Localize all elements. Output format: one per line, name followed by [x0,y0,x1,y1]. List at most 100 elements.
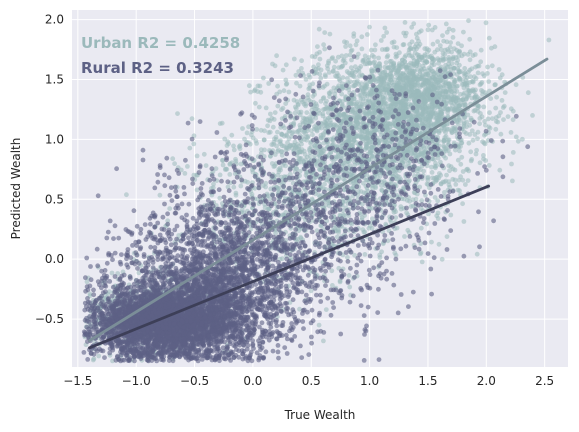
scatter-point [431,42,436,47]
scatter-point [429,240,434,245]
scatter-point [386,128,391,133]
scatter-point [388,122,393,127]
scatter-point [317,323,322,328]
scatter-point [89,277,94,282]
scatter-point [462,66,467,71]
scatter-point [445,108,450,113]
scatter-point [238,184,243,189]
scatter-point [466,18,471,23]
scatter-point [448,88,453,93]
scatter-point [383,100,388,105]
scatter-point [249,133,254,138]
scatter-point [419,226,424,231]
scatter-point [248,142,253,147]
scatter-point [350,110,355,115]
scatter-point [365,84,370,89]
scatter-point [451,35,456,40]
scatter-point [287,144,292,149]
scatter-point [516,139,521,144]
scatter-point [373,185,378,190]
scatter-point [467,132,472,137]
scatter-point [445,30,450,35]
scatter-point [328,151,333,156]
scatter-point [231,185,236,190]
scatter-point [434,164,439,169]
scatter-point [322,47,327,52]
scatter-point [366,98,371,103]
scatter-point [355,39,360,44]
scatter-point [293,111,298,116]
scatter-point [307,98,312,103]
scatter-point [453,182,458,187]
scatter-point [447,82,452,87]
scatter-point [407,178,412,183]
scatter-point [315,128,320,133]
scatter-point [275,104,280,109]
scatter-point [476,71,481,76]
scatter-point [478,59,483,64]
scatter-point [185,164,190,169]
scatter-point [423,73,428,78]
scatter-point [322,123,327,128]
scatter-point [471,138,476,143]
scatter-point [275,149,280,154]
scatter-point [229,133,234,138]
scatter-point [332,65,337,70]
scatter-point [430,170,435,175]
scatter-point [520,137,525,142]
scatter-point [304,77,309,82]
scatter-point [269,142,274,147]
scatter-point [466,93,471,98]
scatter-point [195,154,200,159]
scatter-point [481,105,486,110]
scatter-point [325,82,330,87]
scatter-point [304,138,309,143]
scatter-point [469,159,474,164]
scatter-point [396,78,401,83]
scatter-point [472,95,477,100]
scatter-point [478,160,483,165]
scatter-point [345,69,350,74]
scatter-point [276,343,281,348]
scatter-point [271,125,276,130]
scatter-point [392,251,397,256]
scatter-point [430,107,435,112]
scatter-point [380,47,385,52]
scatter-point [458,162,463,167]
scatter-point [378,255,383,260]
scatter-point [501,117,506,122]
scatter-point [298,84,303,89]
scatter-point [397,50,402,55]
scatter-point [342,113,347,118]
scatter-point [418,91,423,96]
scatter-point [514,135,519,140]
scatter-point [373,42,378,47]
scatter-point [419,28,424,33]
scatter-point [191,142,196,147]
scatter-point [276,173,281,178]
scatter-point [310,132,315,137]
scatter-point [299,58,304,63]
scatter-point [425,176,430,181]
scatter-point [426,48,431,53]
scatter-point [352,80,357,85]
scatter-point [255,89,260,94]
scatter-point [488,96,493,101]
scatter-point [381,34,386,39]
scatter-point [443,66,448,71]
scatter-point [302,130,307,135]
scatter-point [480,139,485,144]
scatter-point [350,102,355,107]
scatter-point [411,69,416,74]
scatter-point [328,32,333,37]
scatter-point [486,79,491,84]
scatter-point [363,252,368,257]
scatter-point [451,57,456,62]
scatter-point [427,66,432,71]
scatter-point [263,181,268,186]
scatter-point [414,46,419,51]
scatter-point [498,110,503,115]
scatter-point [441,180,446,185]
scatter-point [401,42,406,47]
scatter-point [468,149,473,154]
